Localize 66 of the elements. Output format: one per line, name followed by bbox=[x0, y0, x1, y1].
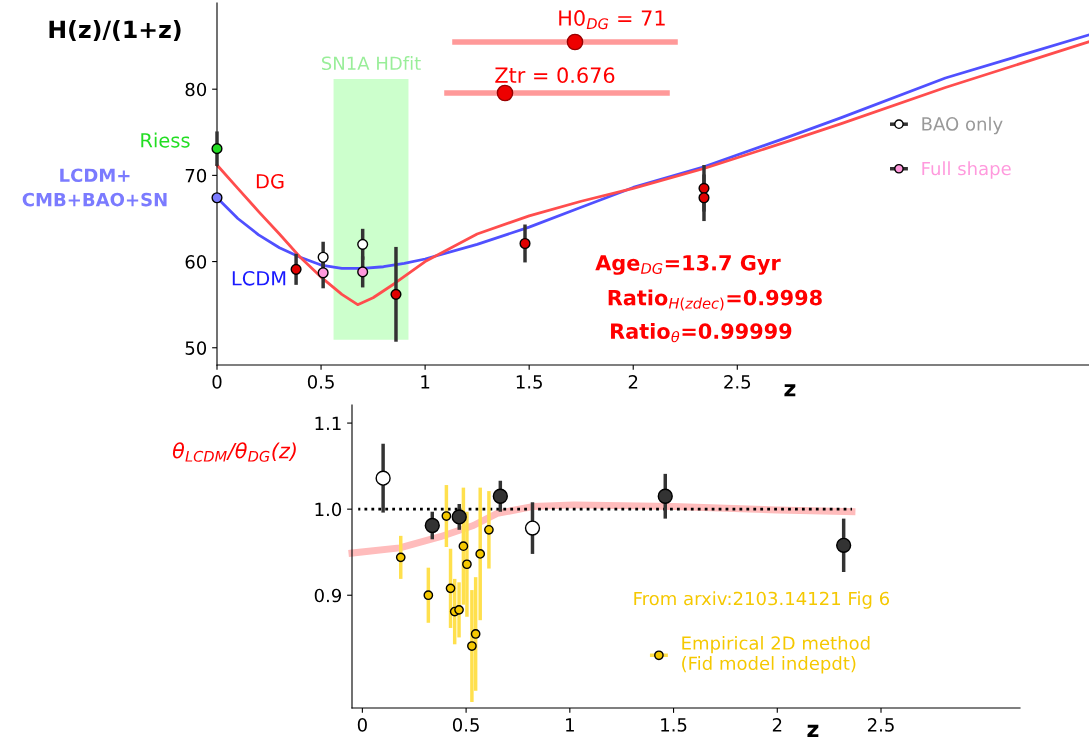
y-axis-title: θ$_{LCDM}$/θ$_{DG}$(z) bbox=[172, 442, 296, 462]
point bbox=[462, 559, 472, 570]
point bbox=[519, 237, 531, 250]
point bbox=[424, 517, 440, 534]
point bbox=[492, 488, 508, 504]
x-tick-label: 0.5 bbox=[307, 375, 334, 389]
x-tick-label: 0.5 bbox=[452, 718, 479, 732]
annotation: Age$_{DG}$=13.7 Gyr bbox=[595, 254, 781, 275]
x-tick-label: 1 bbox=[421, 375, 430, 389]
x-axis-title: z bbox=[807, 724, 819, 738]
legend-title: From arxiv:2103.14121 Fig 6 bbox=[634, 591, 890, 609]
x-tick-label: 2.5 bbox=[867, 718, 894, 732]
point bbox=[211, 143, 223, 155]
x-tick-label: 1.5 bbox=[661, 718, 687, 732]
point bbox=[484, 524, 494, 535]
x-axis-title: z bbox=[784, 384, 796, 397]
x-tick-label: 0 bbox=[357, 718, 367, 732]
y-tick-label: 0.9 bbox=[314, 588, 342, 603]
y-tick-label: 70 bbox=[185, 168, 207, 183]
series-label: Riess bbox=[141, 132, 190, 148]
point bbox=[698, 182, 710, 194]
point bbox=[475, 549, 486, 559]
point bbox=[467, 641, 477, 651]
point bbox=[423, 590, 434, 601]
y-tick-label: 60 bbox=[185, 255, 207, 269]
series-label: DG bbox=[256, 173, 284, 189]
point bbox=[470, 629, 481, 639]
legend-label: Empirical 2D method (Fid model indepdt) bbox=[682, 635, 870, 674]
y-tick-label: 1.1 bbox=[315, 416, 341, 430]
series-label: LCDM bbox=[232, 270, 286, 286]
x-tick-label: 1 bbox=[566, 718, 574, 732]
point bbox=[454, 605, 464, 615]
point bbox=[290, 263, 302, 275]
point bbox=[357, 266, 369, 278]
x-tick-label: 2 bbox=[628, 375, 638, 389]
point bbox=[317, 267, 329, 279]
point bbox=[211, 192, 223, 204]
x-tick-label: 2 bbox=[772, 718, 782, 732]
point bbox=[357, 238, 369, 250]
y-tick-label: 1.0 bbox=[315, 502, 342, 517]
y-tick-label: 50 bbox=[185, 341, 207, 355]
y-axis-title: H(z)/(1+z) bbox=[49, 19, 181, 42]
point bbox=[317, 251, 329, 263]
x-tick-label: 1.5 bbox=[516, 375, 542, 389]
point bbox=[657, 488, 673, 504]
x-tick-label: 0 bbox=[212, 375, 222, 389]
annotation: H0$_{DG}$ = 71 bbox=[559, 10, 665, 30]
point bbox=[458, 541, 469, 552]
legend-label: BAO only bbox=[922, 116, 1003, 135]
point bbox=[524, 520, 541, 536]
point bbox=[451, 509, 467, 525]
legend-label: Full shape bbox=[922, 161, 1011, 179]
text: LCDM+ CMB+BAO+SN bbox=[22, 168, 167, 207]
annotation: Ratio$_{θ}$=0.99999 bbox=[611, 322, 792, 343]
point bbox=[445, 583, 456, 594]
point bbox=[395, 552, 406, 563]
point bbox=[836, 537, 852, 553]
point bbox=[375, 470, 391, 486]
point bbox=[390, 288, 402, 300]
y-tick-label: 80 bbox=[185, 82, 207, 97]
x-tick-label: 2.5 bbox=[724, 375, 751, 389]
annotation: Ztr = 0.676 bbox=[495, 67, 615, 84]
point bbox=[698, 192, 710, 204]
annotation: Ratio$_{H(zdec)}$=0.9998 bbox=[608, 289, 822, 311]
band-label: SN1A HDfit bbox=[321, 56, 421, 71]
point bbox=[441, 511, 452, 521]
